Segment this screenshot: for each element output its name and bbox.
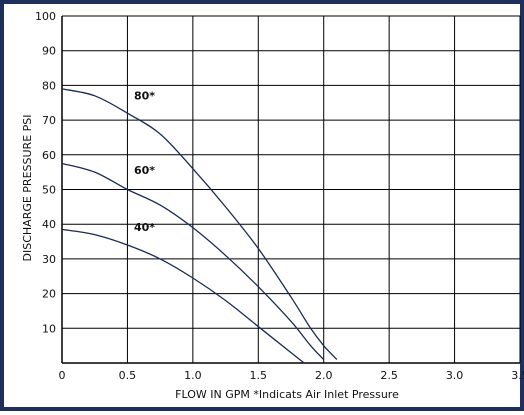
y-tick-label: 100 (35, 10, 56, 23)
y-tick-label: 10 (42, 322, 56, 335)
y-tick-label: 50 (42, 184, 56, 197)
y-tick-label: 60 (42, 149, 56, 162)
y-tick-label: 40 (42, 218, 56, 231)
series-line-40 (61, 228, 305, 364)
y-axis-title: DISCHARGE PRESSURE PSI (21, 115, 34, 262)
y-tick-label: 20 (42, 288, 56, 301)
series-line-60 (61, 162, 325, 360)
x-axis-title: FLOW IN GPM *Indicats Air Inlet Pressure (175, 388, 399, 401)
series-label: 40* (134, 221, 155, 234)
grid (61, 15, 521, 364)
y-tick-label: 70 (42, 114, 56, 127)
x-tick-label: 1.5 (250, 369, 268, 382)
x-tick-label: 2.5 (380, 369, 398, 382)
series-line-80 (61, 88, 338, 360)
x-tick-label: 1.0 (184, 369, 202, 382)
x-tick-label: 3.0 (446, 369, 464, 382)
series-layer: 80* 60* 40* (61, 88, 338, 364)
x-tick-label: 2.0 (315, 369, 333, 382)
y-tick-label: 30 (42, 253, 56, 266)
y-tick-label: 80 (42, 79, 56, 92)
x-tick-label: 3.5 (511, 369, 524, 382)
series-label: 60* (134, 164, 155, 177)
x-tick-label: 0.5 (119, 369, 137, 382)
x-tick-label: 0 (59, 369, 66, 382)
tick-labels: 10 20 30 40 50 60 70 80 90 100 0 0.5 1.0 1.5 2.0 2.5 3.0… (35, 10, 524, 382)
y-tick-label: 90 (42, 45, 56, 58)
series-label: 80* (134, 89, 155, 102)
